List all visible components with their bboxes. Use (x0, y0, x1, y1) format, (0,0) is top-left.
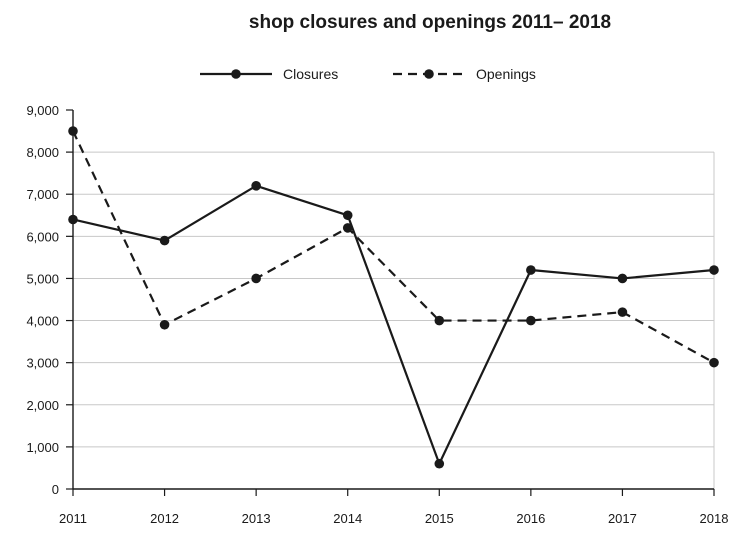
legend-label-openings: Openings (476, 66, 536, 82)
x-tick-label: 2014 (333, 511, 362, 526)
data-point-openings (526, 315, 536, 326)
y-tick-label: 8,000 (26, 145, 59, 160)
series-line-openings (72, 130, 715, 364)
data-point-closures (342, 210, 353, 221)
grid (73, 151, 715, 489)
series (68, 126, 719, 469)
legend-marker-openings (424, 69, 434, 79)
axes: 0 1,000 2,000 3,000 4,000 5,000 6,000 7,000 8,00… (26, 103, 728, 526)
data-point-openings (159, 319, 170, 330)
x-tick-label: 2017 (608, 511, 637, 526)
data-point-closures (159, 235, 170, 246)
series-line-closures (72, 184, 715, 465)
chart-title: shop closures and openings 2011– 2018 (248, 12, 612, 33)
legend: Closures Openings (200, 66, 536, 82)
data-point-closures (617, 273, 628, 284)
x-tick-label: 2011 (59, 511, 87, 526)
y-tick-label: 1,000 (26, 440, 59, 455)
x-tick-label: 2015 (425, 511, 454, 526)
data-point-openings (68, 126, 78, 136)
y-tick-label: 6,000 (26, 229, 59, 244)
x-tick-label: 2018 (700, 511, 729, 526)
y-tick-label: 3,000 (26, 356, 59, 371)
y-tick-label: 2,000 (26, 398, 59, 413)
data-point-openings (434, 315, 445, 326)
x-tick-label: 2012 (150, 511, 179, 526)
y-tick-label: 7,000 (26, 187, 59, 202)
data-point-closures (709, 265, 719, 275)
data-point-openings (251, 273, 261, 284)
y-tick-label: 5,000 (26, 271, 59, 286)
y-tick-label: 9,000 (26, 103, 59, 118)
data-point-openings (617, 307, 628, 317)
data-point-openings (709, 357, 719, 368)
data-point-openings (342, 223, 353, 233)
data-point-closures (526, 265, 536, 275)
data-point-closures (434, 458, 445, 469)
y-tick-label: 4,000 (26, 314, 59, 329)
x-tick-label: 2016 (516, 511, 545, 526)
y-tick-label: 0 (52, 482, 59, 497)
x-tick-label: 2013 (242, 511, 271, 526)
data-point-closures (251, 181, 261, 191)
legend-label-closures: Closures (283, 66, 338, 82)
data-point-closures (68, 214, 78, 225)
legend-marker-closures (231, 69, 241, 79)
